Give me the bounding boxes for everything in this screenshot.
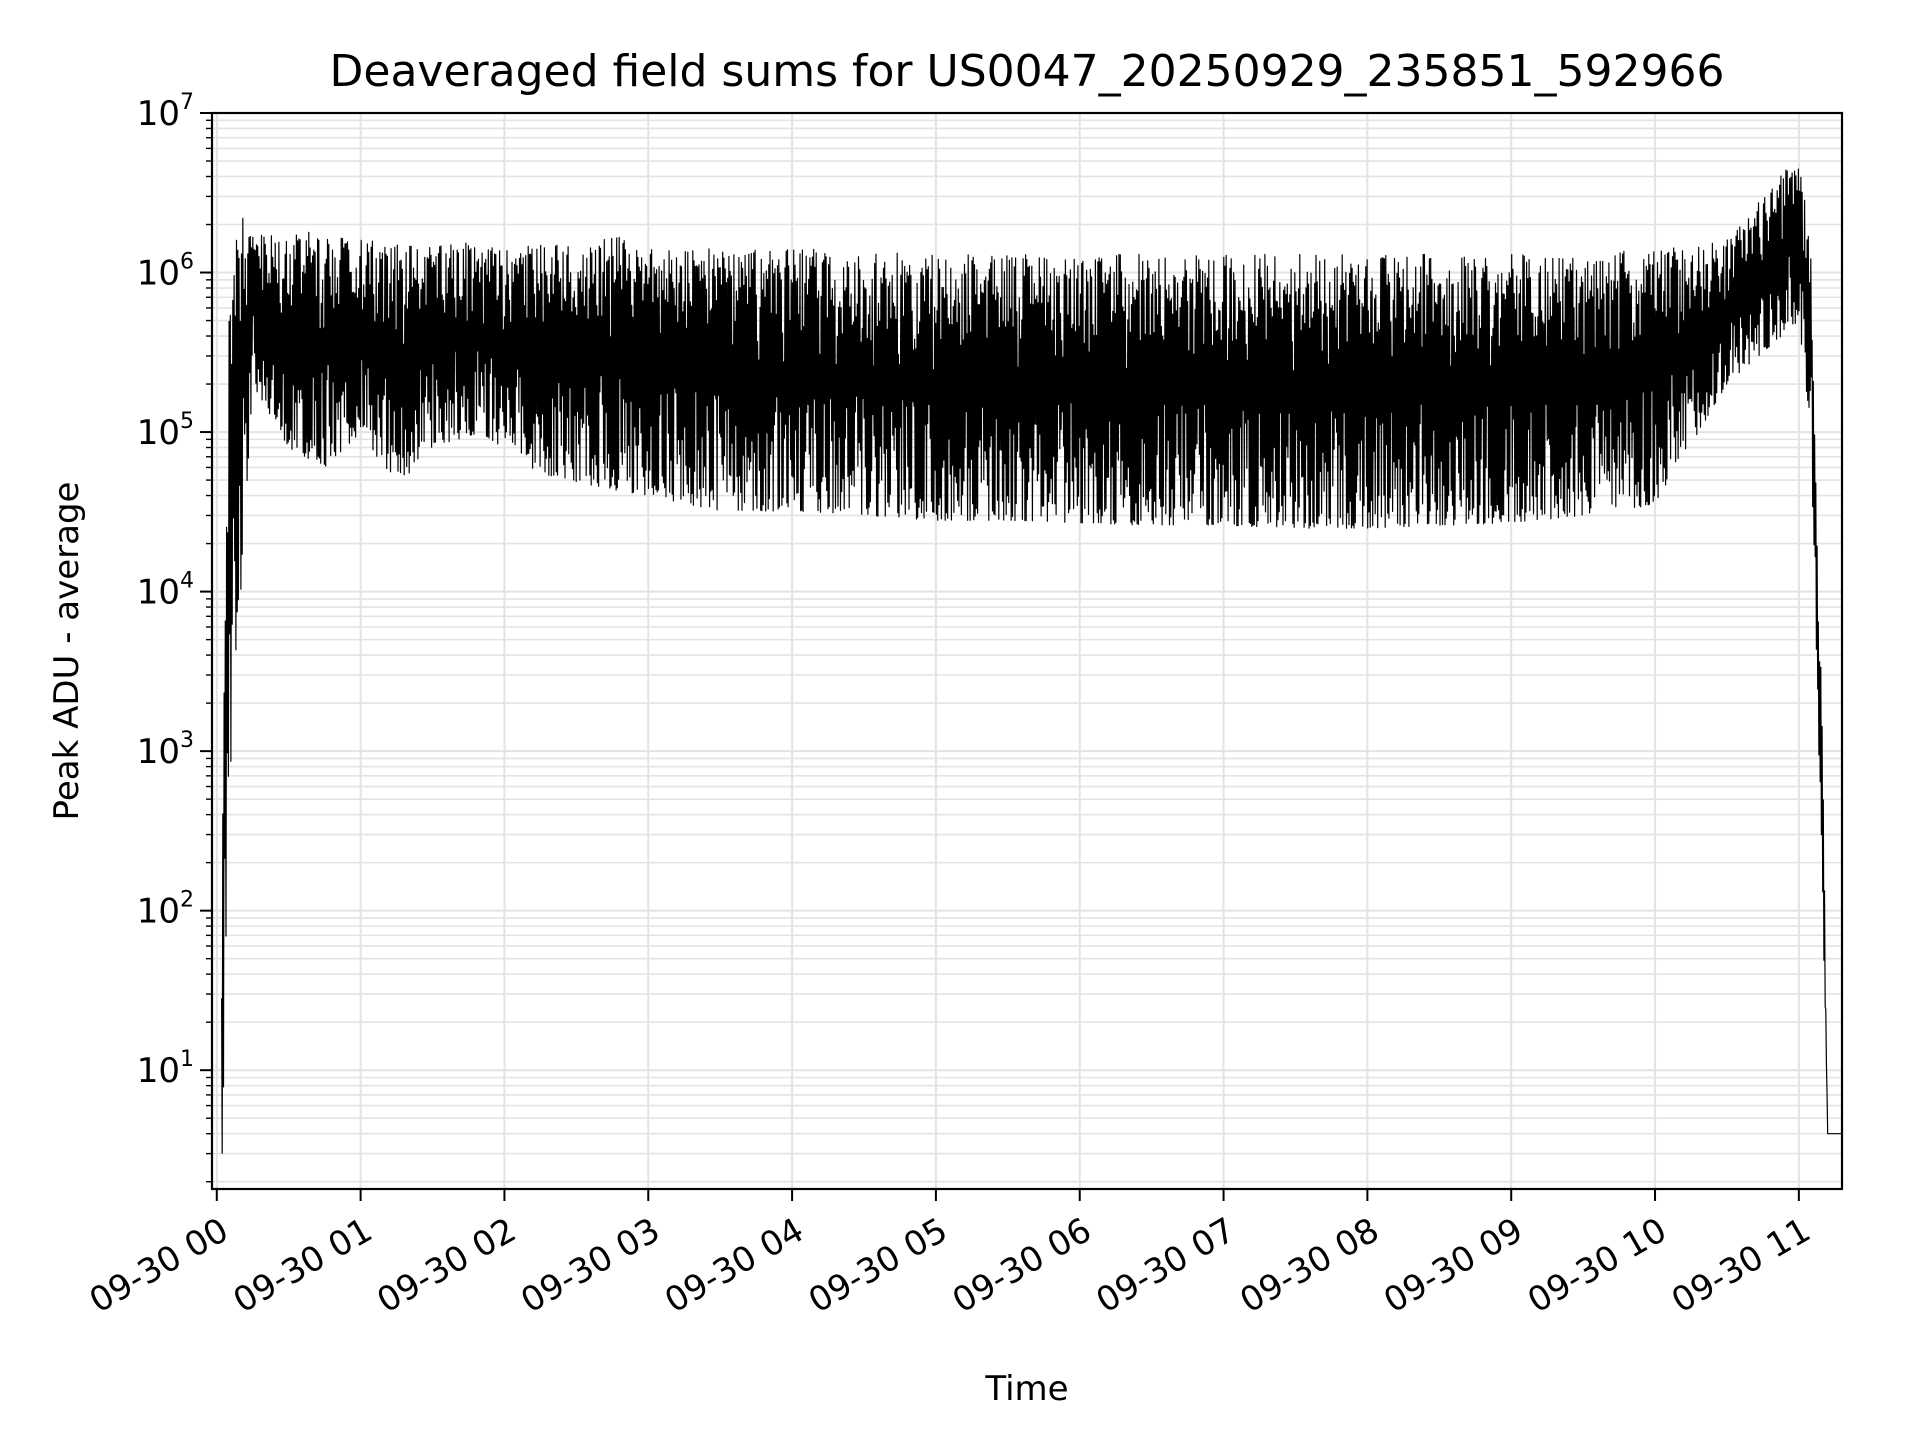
x-axis-label: Time: [984, 1369, 1068, 1409]
y-axis-label: Peak ADU - average: [47, 482, 87, 821]
y-axis: 101 102 103 104 105 106 107: [137, 90, 212, 1183]
y-tick-label: 101: [137, 1047, 194, 1091]
y-tick-label: 105: [137, 409, 194, 453]
y-tick-label: 107: [137, 90, 194, 134]
series-line: [221, 168, 1842, 1154]
chart-title: Deaveraged field sums for US0047_2025092…: [330, 46, 1725, 97]
grid: [212, 112, 1842, 1189]
y-tick-label: 103: [137, 728, 194, 772]
series: [221, 168, 1842, 1154]
plot-frame: [210, 111, 1844, 1191]
y-tick-label: 102: [137, 888, 194, 932]
y-tick-label: 106: [137, 250, 194, 294]
y-tick-label: 104: [137, 569, 194, 613]
